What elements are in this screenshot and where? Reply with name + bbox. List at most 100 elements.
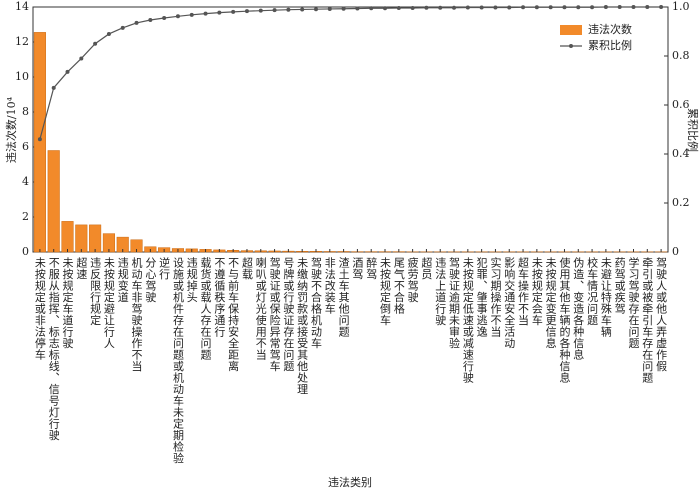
line-marker: [300, 7, 305, 12]
x-tick-label: 渣土车其他问题: [337, 256, 350, 338]
line-marker: [162, 16, 167, 21]
line-marker: [631, 5, 636, 9]
x-tick-label: 载货或载人存在问题: [199, 257, 212, 361]
legend-label: 累积比例: [588, 38, 632, 52]
y-tick-label: 4: [22, 175, 29, 188]
x-tick-label: 不遵循秩序通行: [213, 257, 226, 338]
x-tick-label: 喇叭或灯光使用不当: [254, 256, 267, 361]
line-marker: [79, 56, 84, 61]
x-tick-label: 校车情况问题: [586, 256, 599, 326]
x-tick-label: 分心驾驶: [144, 257, 157, 304]
x-tick-label: 醉驾: [365, 256, 378, 281]
x-tick-label: 未按规定车道行驶: [61, 257, 74, 350]
plot-frame: [32, 6, 669, 253]
y2-tick-label: 0.4: [672, 147, 690, 160]
y2-tick-label: 1.0: [672, 0, 690, 13]
y2-axis-label: 累积比例: [686, 108, 700, 152]
legend-label: 违法次数: [588, 22, 632, 36]
x-tick-label: 学习驾驶存在问题: [627, 256, 640, 349]
x-tick-label: 设施或机件存在问题或机动车未定期检验: [171, 257, 184, 465]
line-marker: [410, 5, 415, 10]
line-marker: [369, 6, 374, 11]
y2-tick-label: 0.8: [672, 49, 690, 62]
line-marker: [203, 11, 208, 16]
line-marker: [507, 5, 512, 10]
line-marker: [189, 12, 194, 17]
y-tick-label: 2: [22, 210, 29, 223]
x-tick-label: 驾驶人或他人弄虚作假: [655, 257, 668, 373]
x-tick-label: 未缴纳罚款或接受其他处理: [296, 257, 309, 395]
x-axis-label: 违法类别: [328, 475, 372, 489]
line-marker: [217, 10, 222, 15]
y2-tick-label: 0: [672, 245, 679, 258]
y-tick-label: 14: [15, 0, 29, 13]
line-marker: [452, 5, 457, 10]
x-tick-label: 非法改装车: [323, 257, 336, 315]
x-tick-label: 驾驶不合格机动车: [309, 257, 322, 350]
line-marker: [465, 5, 470, 10]
x-tick-label: 未按规定低速或减速行驶: [461, 257, 474, 384]
line-marker: [65, 69, 70, 74]
line-marker: [659, 5, 664, 9]
y2-tick-label: 0.6: [672, 98, 690, 111]
line-marker: [493, 5, 498, 10]
x-tick-label: 未按规定倒车: [379, 257, 392, 327]
x-tick-label: 机动车非驾驶操作不当: [130, 256, 143, 373]
line-marker: [231, 9, 236, 14]
bar: [75, 224, 88, 253]
line-marker: [120, 25, 125, 30]
line-marker: [438, 5, 443, 10]
line-marker: [93, 41, 98, 46]
x-tick-label: 超速: [75, 256, 88, 280]
x-tick-label: 驾驶证或保险异常驾车: [268, 257, 281, 373]
x-tick-label: 影响交通安全活动: [503, 257, 516, 349]
line-marker: [272, 8, 277, 13]
line-marker: [327, 6, 332, 11]
x-tick-label: 尾气不合格: [392, 257, 405, 315]
line-marker: [244, 9, 249, 14]
y-axis-label: 违法次数/10⁴: [4, 96, 18, 163]
x-tick-label: 未按规定或非法停车: [33, 257, 46, 361]
x-tick-label: 号牌或行驶证存在问题: [282, 257, 295, 372]
line-marker: [286, 7, 291, 12]
line-marker: [617, 5, 622, 9]
line-marker: [51, 85, 56, 90]
x-tick-label: 未按规定避让行人: [102, 257, 115, 349]
line-marker: [603, 5, 608, 9]
line-marker: [148, 17, 153, 22]
line-marker: [258, 8, 263, 13]
x-tick-label: 疲劳驾驶: [406, 256, 419, 304]
line-marker: [521, 5, 526, 10]
x-tick-label: 牵引或被牵引车存在问题: [641, 257, 654, 384]
y-tick-label: 10: [15, 70, 29, 83]
line-marker: [548, 5, 553, 10]
cumulative-line: [39, 6, 662, 140]
line-marker: [175, 14, 180, 19]
x-tick-label: 不与前车保持安全距离: [227, 257, 240, 372]
x-tick-label: 犯罪、肇事逃逸: [475, 257, 488, 338]
x-tick-label: 酒驾: [351, 257, 364, 281]
y2-tick-label: 0.2: [672, 196, 690, 209]
line-marker: [37, 137, 42, 142]
x-tick-label: 违规变道: [116, 257, 129, 303]
line-marker: [576, 5, 581, 10]
line-marker: [479, 5, 484, 10]
bar: [89, 224, 102, 253]
line-marker: [313, 7, 318, 12]
y-tick-label: 0: [22, 245, 29, 258]
x-tick-label: 实习期操作不当: [489, 256, 502, 338]
x-tick-label: 逆行: [158, 256, 171, 281]
line-marker: [645, 5, 650, 9]
x-tick-label: 违反限行规定: [89, 257, 102, 327]
line-marker: [106, 31, 111, 36]
x-tick-label: 违规掉头: [185, 257, 198, 303]
line-marker: [396, 5, 401, 10]
y-tick-label: 6: [22, 140, 29, 153]
y-tick-label: 12: [15, 35, 29, 48]
line-marker: [383, 6, 388, 11]
line-marker: [562, 5, 567, 10]
legend-swatch: [560, 25, 582, 35]
x-tick-label: 使用其他车辆的各种信息: [558, 257, 571, 384]
x-tick-label: 药驾或疾驾: [613, 257, 626, 315]
legend-marker: [569, 44, 573, 48]
